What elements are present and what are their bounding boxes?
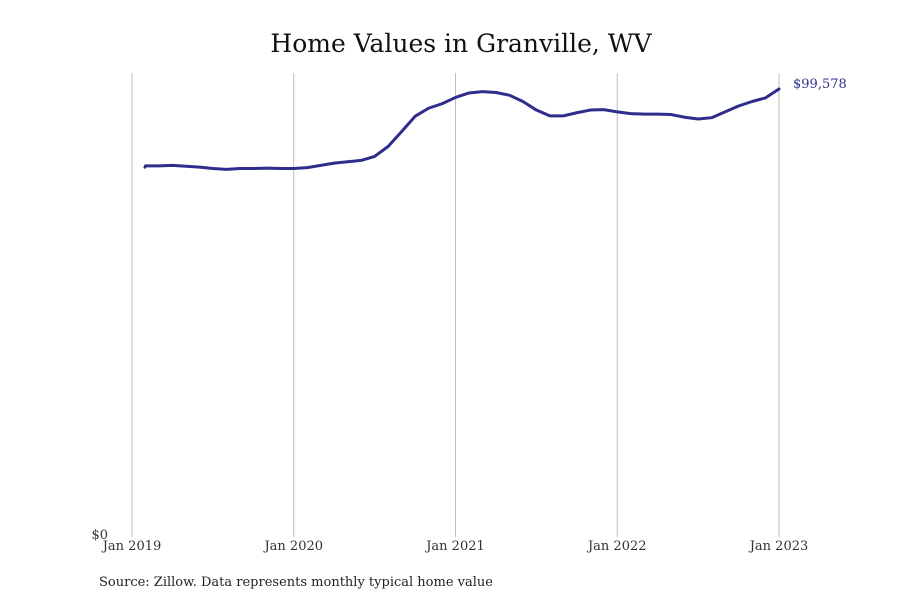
- y-tick-label-zero: $0: [91, 528, 108, 543]
- x-tick-label-jan-2019: Jan 2019: [101, 539, 162, 554]
- final-value-label: $99,578: [793, 77, 847, 92]
- chart-title: Home Values in Granville, WV: [270, 29, 652, 58]
- x-tick-label-jan-2021: Jan 2021: [424, 539, 485, 554]
- vertical-gridlines: [131, 73, 780, 537]
- x-tick-label-jan-2020: Jan 2020: [262, 539, 323, 554]
- x-tick-label-jan-2022: Jan 2022: [586, 539, 647, 554]
- series-layer: $99,578: [143, 77, 847, 171]
- axis-labels: Jan 2019 Jan 2020 Jan 2021 Jan 2022 Jan 2023…: [91, 528, 808, 554]
- home-value-series-line: [143, 87, 781, 171]
- x-tick-label-jan-2023: Jan 2023: [748, 539, 809, 554]
- source-note: Source: Zillow. Data represents monthly …: [99, 575, 493, 590]
